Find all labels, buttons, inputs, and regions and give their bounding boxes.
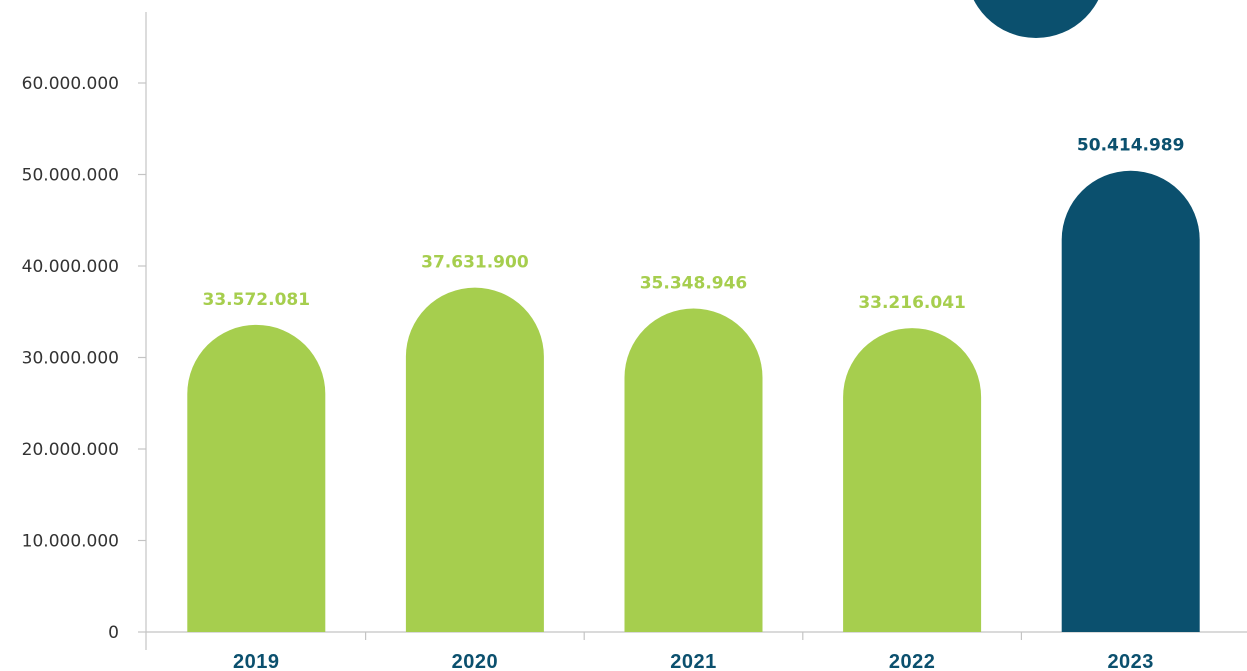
bars bbox=[187, 170, 1200, 632]
x-axis-ticks: 2019 2020 2021 2022 2023 bbox=[233, 632, 1154, 671]
data-label-2022: 33.216.041 bbox=[858, 293, 966, 313]
y-tick-label: 60.000.000 bbox=[22, 74, 119, 94]
bar-2023 bbox=[1061, 170, 1200, 632]
y-axis-ticks: 0 10.000.000 20.000.000 30.000.000 40.000.00… bbox=[22, 74, 146, 643]
y-tick-label: 20.000.000 bbox=[22, 440, 119, 460]
y-tick-label: 0 bbox=[108, 623, 119, 643]
decorative-circle bbox=[973, 0, 1099, 38]
x-tick-label-2022: 2022 bbox=[889, 651, 936, 671]
bar-2020 bbox=[405, 287, 544, 632]
x-tick-label-2021: 2021 bbox=[670, 651, 717, 671]
data-labels: 33.572.081 37.631.900 35.348.946 33.216.041… bbox=[203, 136, 1185, 313]
y-tick-label: 30.000.000 bbox=[22, 349, 119, 369]
data-label-2020: 37.631.900 bbox=[421, 253, 529, 273]
bar-2022 bbox=[843, 328, 982, 632]
bar-2019 bbox=[187, 324, 326, 632]
x-tick-label-2020: 2020 bbox=[452, 651, 499, 671]
y-tick-label: 10.000.000 bbox=[22, 532, 119, 552]
y-tick-label: 50.000.000 bbox=[22, 166, 119, 186]
x-tick-label-2019: 2019 bbox=[233, 651, 280, 671]
data-label-2019: 33.572.081 bbox=[203, 290, 311, 310]
data-label-2021: 35.348.946 bbox=[640, 274, 748, 294]
y-tick-label: 40.000.000 bbox=[22, 257, 119, 277]
bar-2021 bbox=[624, 308, 763, 632]
data-label-2023: 50.414.989 bbox=[1077, 136, 1185, 156]
x-tick-label-2023: 2023 bbox=[1107, 651, 1154, 671]
